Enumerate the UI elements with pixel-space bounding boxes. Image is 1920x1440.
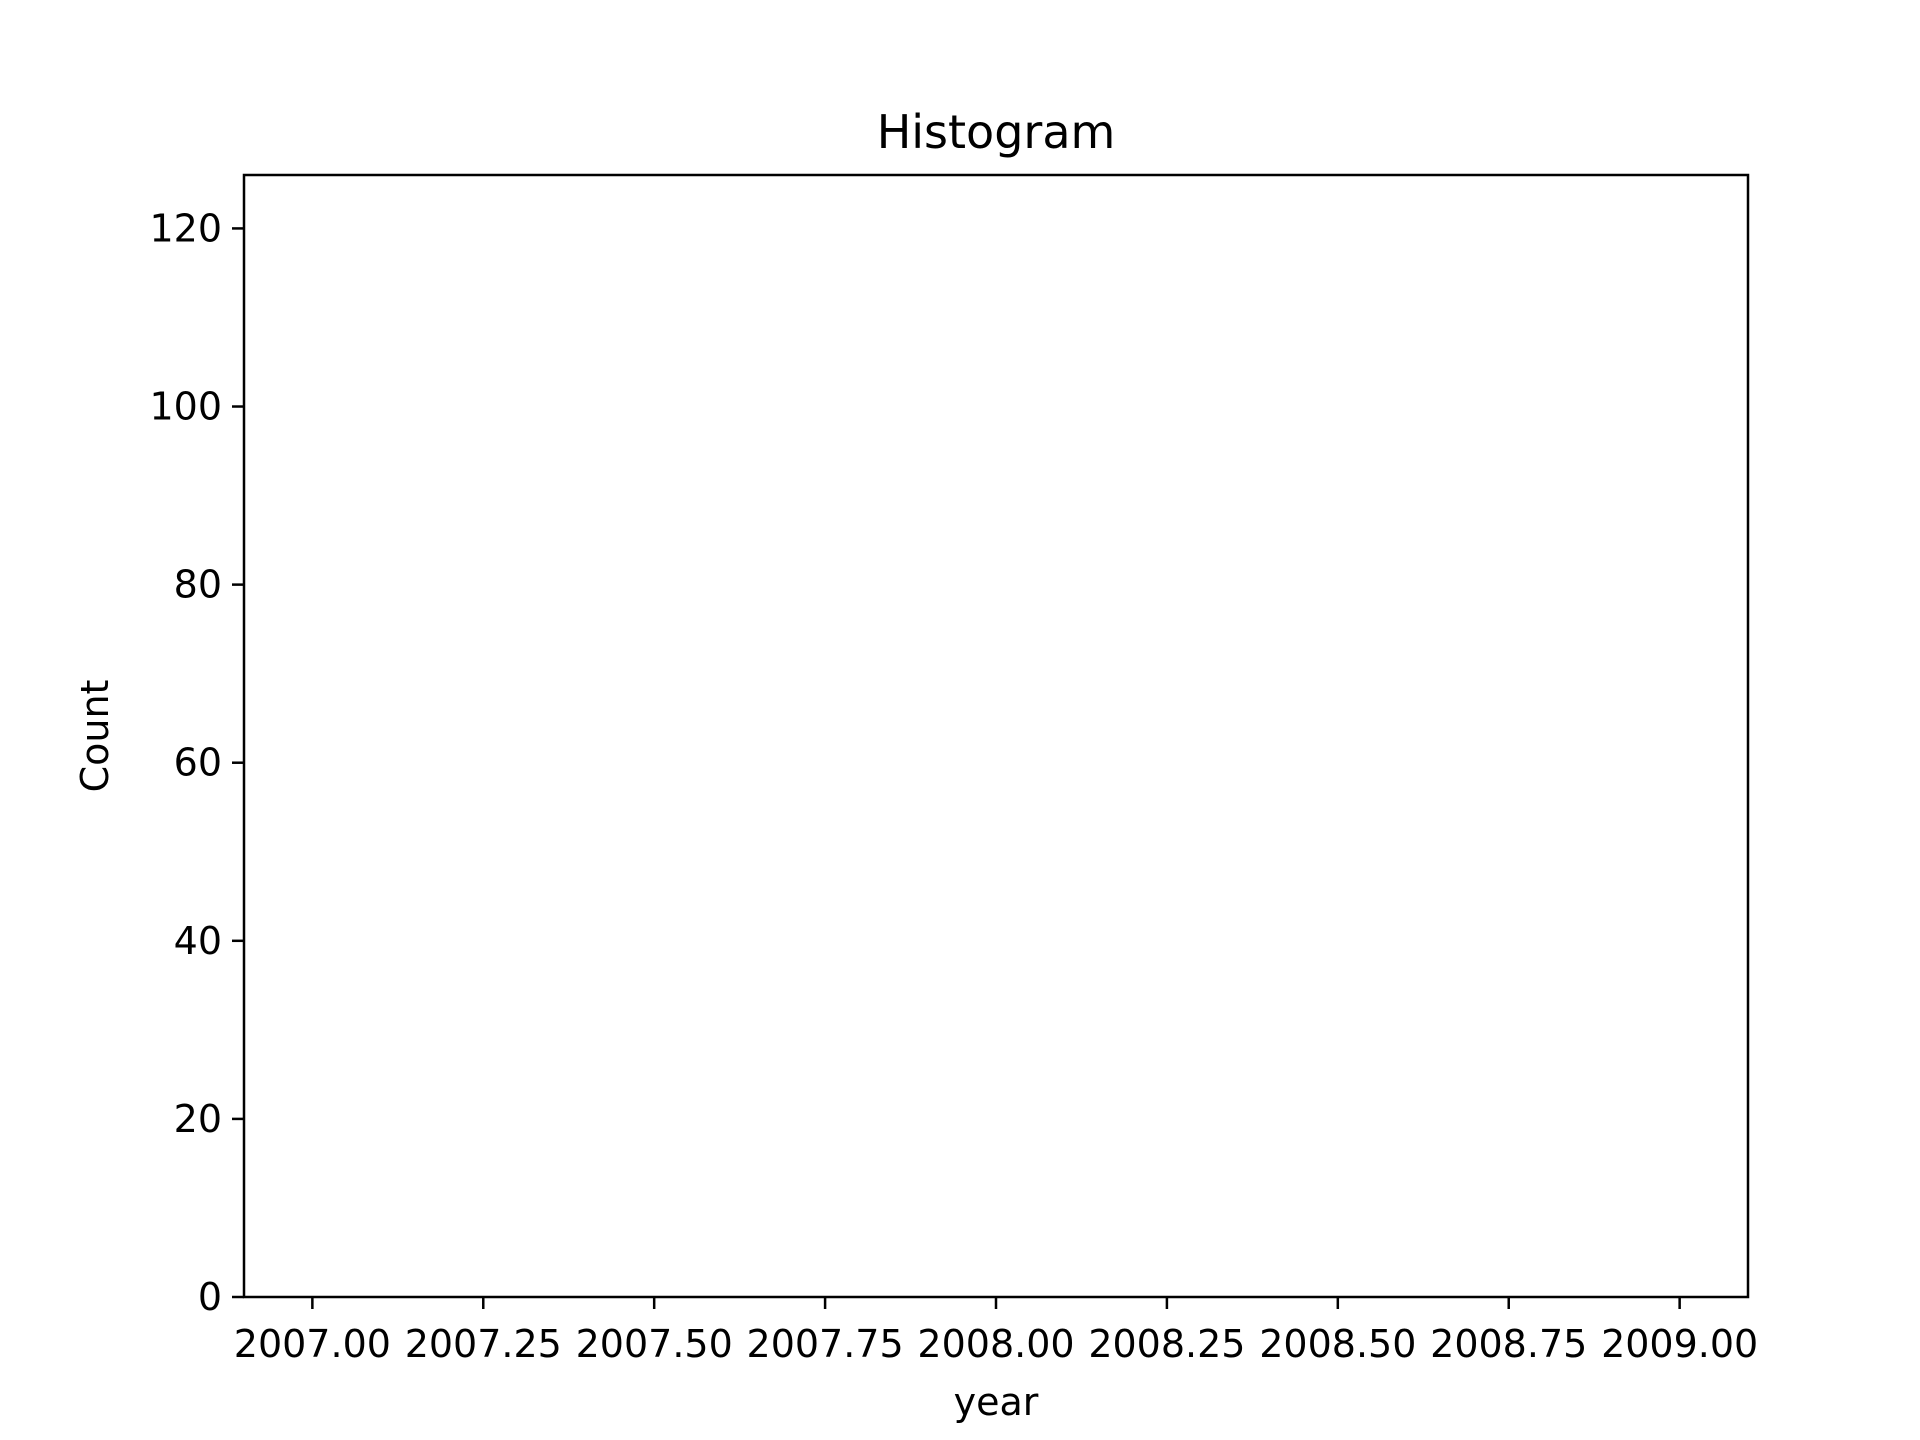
x-axis-label: year [954,1380,1039,1424]
chart-title: Histogram [877,105,1116,159]
x-tick-label: 2007.75 [747,1322,904,1366]
y-tick-label: 100 [149,385,222,429]
y-tick-label: 120 [149,206,222,250]
y-tick-label: 20 [174,1097,222,1141]
y-tick-label: 60 [174,741,222,785]
x-tick-label: 2008.50 [1259,1322,1416,1366]
x-axis-ticks: 2007.00 2007.25 2007.50 2007.75 2008.00 2008.… [234,1297,1758,1366]
x-tick-label: 2008.75 [1430,1322,1587,1366]
y-axis-label: Count [73,680,117,793]
x-tick-label: 2007.50 [576,1322,733,1366]
y-tick-label: 40 [174,919,222,963]
plot-area-frame [242,173,1750,1299]
y-axis-ticks: 0 20 40 60 80 100 120 [149,206,244,1319]
x-tick-label: 2007.00 [234,1322,391,1366]
x-tick-label: 2008.00 [917,1322,1074,1366]
x-tick-label: 2008.25 [1088,1322,1245,1366]
y-tick-label: 0 [198,1275,222,1319]
y-tick-label: 80 [174,563,222,607]
x-tick-label: 2009.00 [1601,1322,1758,1366]
x-tick-label: 2007.25 [405,1322,562,1366]
